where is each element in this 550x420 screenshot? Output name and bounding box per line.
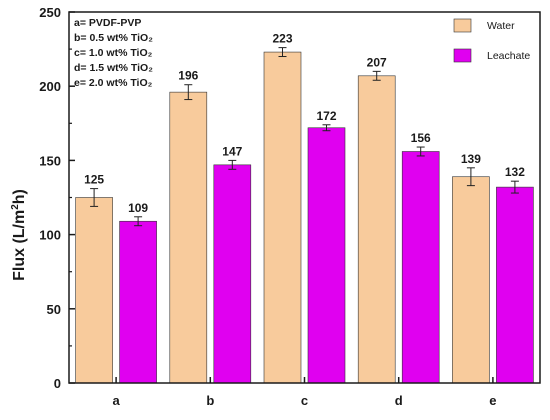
- bar-water-b: [169, 91, 208, 384]
- data-label-water-e: 139: [461, 152, 481, 166]
- y-axis-title-unit-pre: (L/m: [11, 210, 28, 244]
- bar-water-a: [75, 197, 113, 384]
- data-label-water-c: 223: [272, 32, 292, 46]
- y-axis-title-unit-post: h): [11, 189, 28, 204]
- y-tick-label-200: 200: [39, 79, 61, 94]
- y-axis-title-main: Flux: [11, 248, 28, 281]
- annotation-line-5: e= 2.0 wt% TiO₂: [74, 77, 153, 89]
- data-label-leachate-d: 156: [411, 131, 431, 145]
- bar-water-d: [357, 75, 396, 384]
- y-tick-label-100: 100: [39, 228, 61, 243]
- y-axis-title: Flux (L/m2h): [10, 189, 28, 281]
- bar-water-c: [263, 51, 302, 384]
- x-tick-label-b: b: [206, 393, 214, 408]
- annotation-line-2: b= 0.5 wt% TiO₂: [74, 32, 153, 44]
- annotation-line-3: c= 1.0 wt% TiO₂: [74, 47, 153, 59]
- legend-label-water: Water: [487, 20, 515, 32]
- bar-leachate-d: [401, 151, 440, 384]
- axes-layer: 0 50 100 150 200 250 a b c d e: [39, 5, 541, 408]
- bar-water-e: [452, 176, 490, 384]
- data-label-water-a: 125: [84, 173, 104, 187]
- bar-leachate-e: [496, 186, 534, 384]
- x-tick-label-d: d: [395, 393, 403, 408]
- annotation-block: a= PVDF-PVP b= 0.5 wt% TiO₂ c= 1.0 wt% TiO…: [74, 17, 153, 89]
- x-tick-label-e: e: [489, 393, 496, 408]
- x-tick-label-c: c: [301, 393, 308, 408]
- data-label-water-b: 196: [178, 69, 198, 83]
- y-tick-label-150: 150: [39, 153, 61, 168]
- y-axis-title-unit-sup: 2: [10, 204, 21, 210]
- y-tick-label-250: 250: [39, 5, 61, 20]
- bar-leachate-b: [213, 164, 252, 384]
- y-tick-label-50: 50: [47, 302, 61, 317]
- legend-label-leachate: Leachate: [487, 50, 530, 62]
- legend-swatch-leachate: [453, 48, 472, 63]
- annotation-line-1: a= PVDF-PVP: [74, 17, 141, 29]
- x-tick-label-a: a: [112, 393, 120, 408]
- bar-leachate-c: [307, 127, 346, 384]
- data-label-leachate-a: 109: [128, 201, 148, 215]
- annotation-line-4: d= 1.5 wt% TiO₂: [74, 62, 153, 74]
- legend-swatch-water: [453, 18, 472, 33]
- data-label-water-d: 207: [367, 55, 387, 69]
- bar-leachate-a: [119, 220, 157, 384]
- legend: Water Leachate: [453, 18, 530, 63]
- data-label-leachate-e: 132: [505, 165, 525, 179]
- y-tick-label-0: 0: [54, 376, 61, 391]
- data-label-leachate-b: 147: [222, 144, 242, 158]
- data-label-leachate-c: 172: [316, 109, 336, 123]
- bars-layer: 125 109 196 147 223 172 207 156 139 132: [75, 32, 534, 384]
